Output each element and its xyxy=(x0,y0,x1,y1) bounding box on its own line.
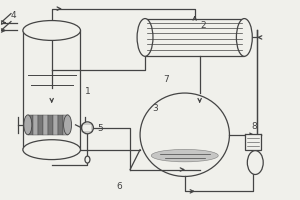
Ellipse shape xyxy=(23,140,80,160)
Bar xyxy=(43,115,48,135)
Text: 1: 1 xyxy=(85,87,90,96)
Ellipse shape xyxy=(236,19,252,56)
Bar xyxy=(38,115,43,135)
Text: 5: 5 xyxy=(98,124,103,133)
Text: 2: 2 xyxy=(201,21,206,30)
Ellipse shape xyxy=(82,122,93,134)
Bar xyxy=(145,19,244,56)
Text: 8: 8 xyxy=(251,122,257,131)
Bar xyxy=(58,115,63,135)
Ellipse shape xyxy=(23,21,80,40)
Text: 7: 7 xyxy=(163,75,169,84)
Text: 4: 4 xyxy=(11,11,16,20)
Ellipse shape xyxy=(85,156,90,163)
Bar xyxy=(33,115,38,135)
Ellipse shape xyxy=(140,93,230,176)
Ellipse shape xyxy=(151,149,218,162)
Bar xyxy=(48,115,53,135)
Ellipse shape xyxy=(64,115,71,135)
Ellipse shape xyxy=(247,151,263,174)
Bar xyxy=(245,134,261,150)
Bar xyxy=(53,115,58,135)
Text: 6: 6 xyxy=(116,182,122,191)
Bar xyxy=(23,30,80,150)
Text: 3: 3 xyxy=(152,104,158,113)
Ellipse shape xyxy=(24,115,32,135)
Ellipse shape xyxy=(137,19,153,56)
Bar xyxy=(63,115,68,135)
Bar xyxy=(28,115,33,135)
